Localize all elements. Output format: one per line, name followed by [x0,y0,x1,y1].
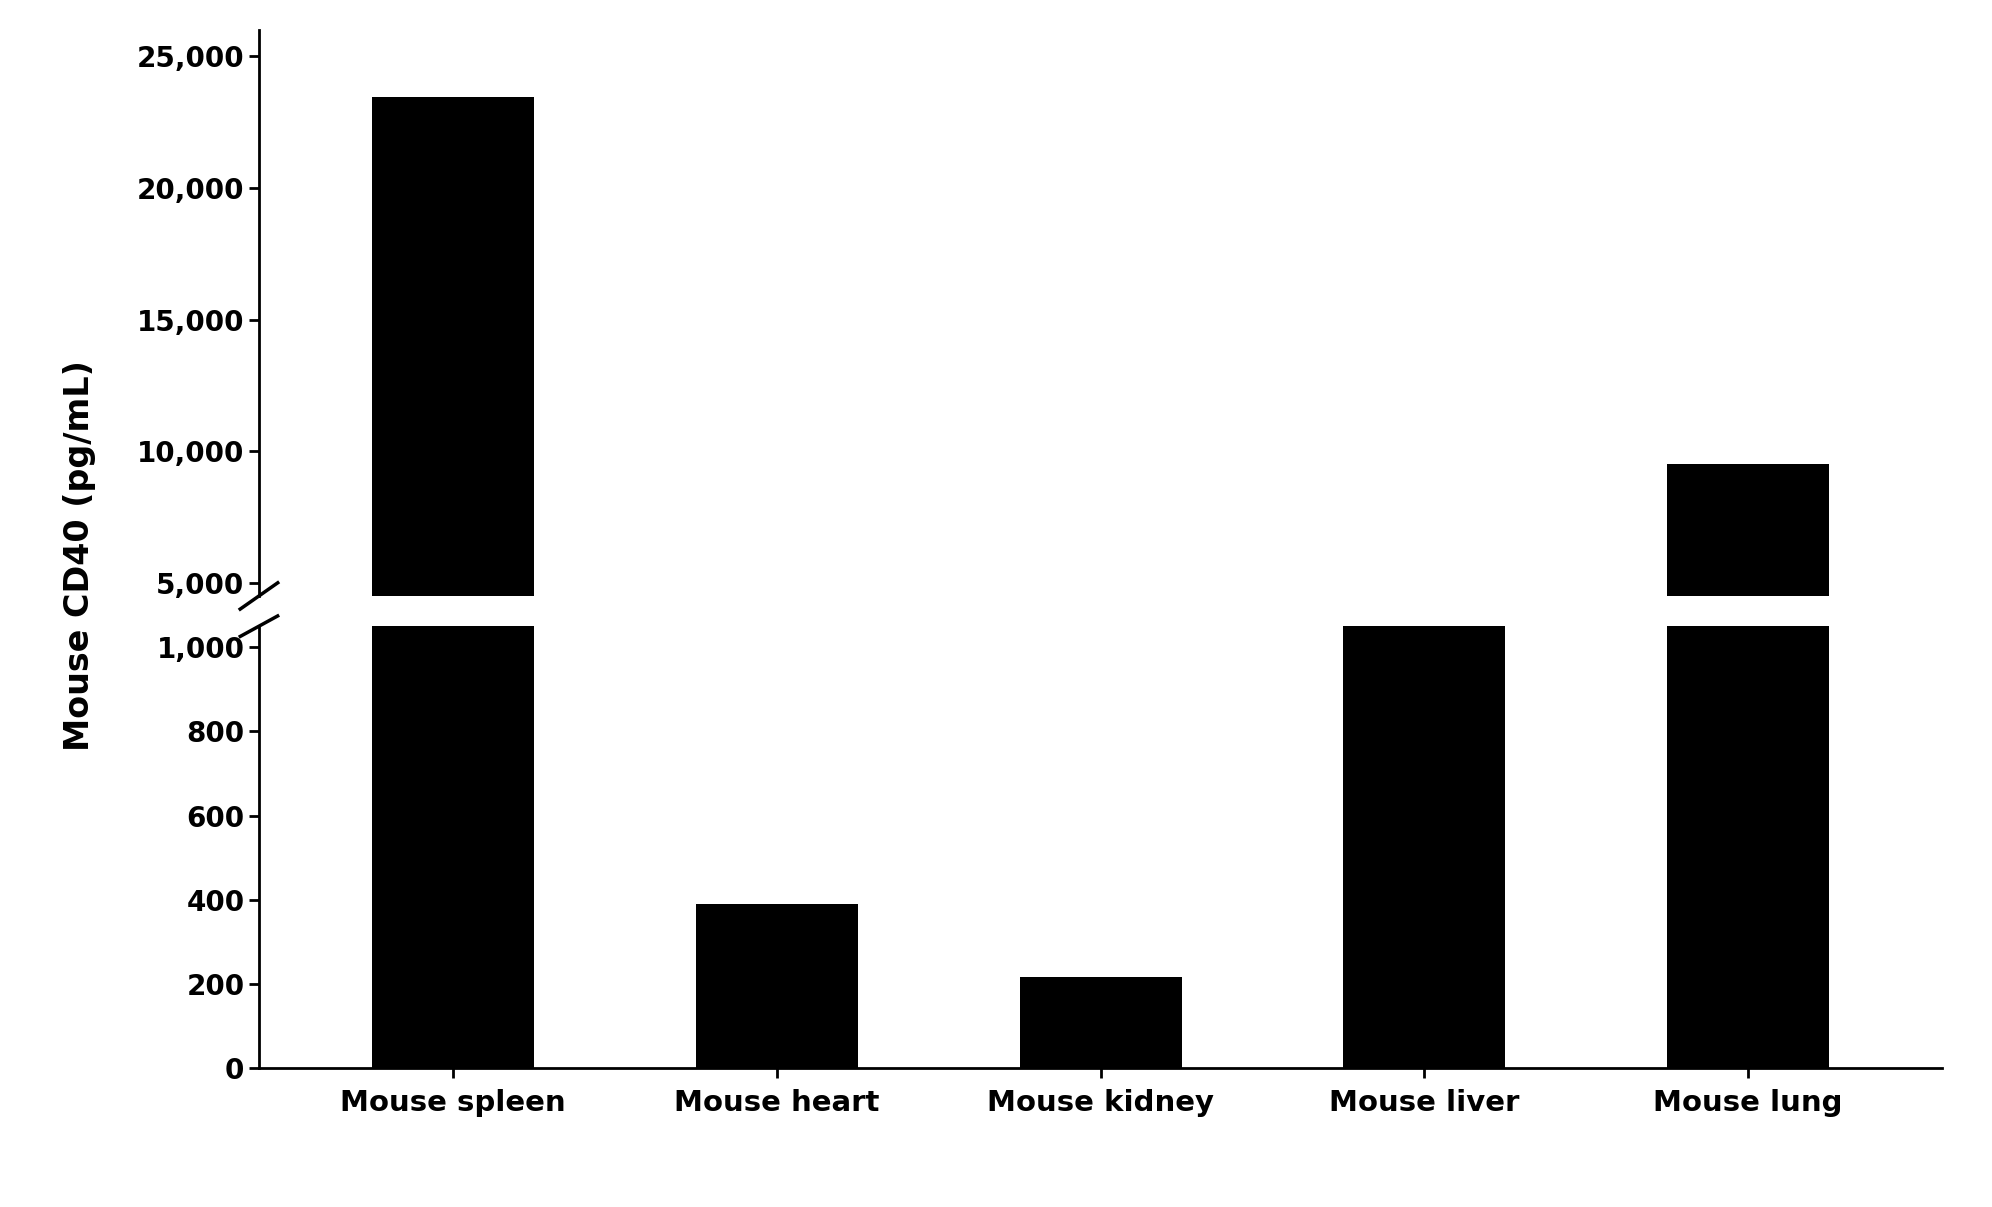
Bar [373,98,534,715]
Bar [1667,465,1829,715]
Bar [695,704,859,715]
Bar [1343,0,1506,1068]
Bar [1343,630,1506,715]
Bar [1020,978,1181,1068]
Bar [1020,709,1181,715]
Bar [695,904,859,1068]
Bar [1667,0,1829,1068]
Bar [373,0,534,1068]
Text: Mouse CD40 (pg/mL): Mouse CD40 (pg/mL) [64,360,96,751]
